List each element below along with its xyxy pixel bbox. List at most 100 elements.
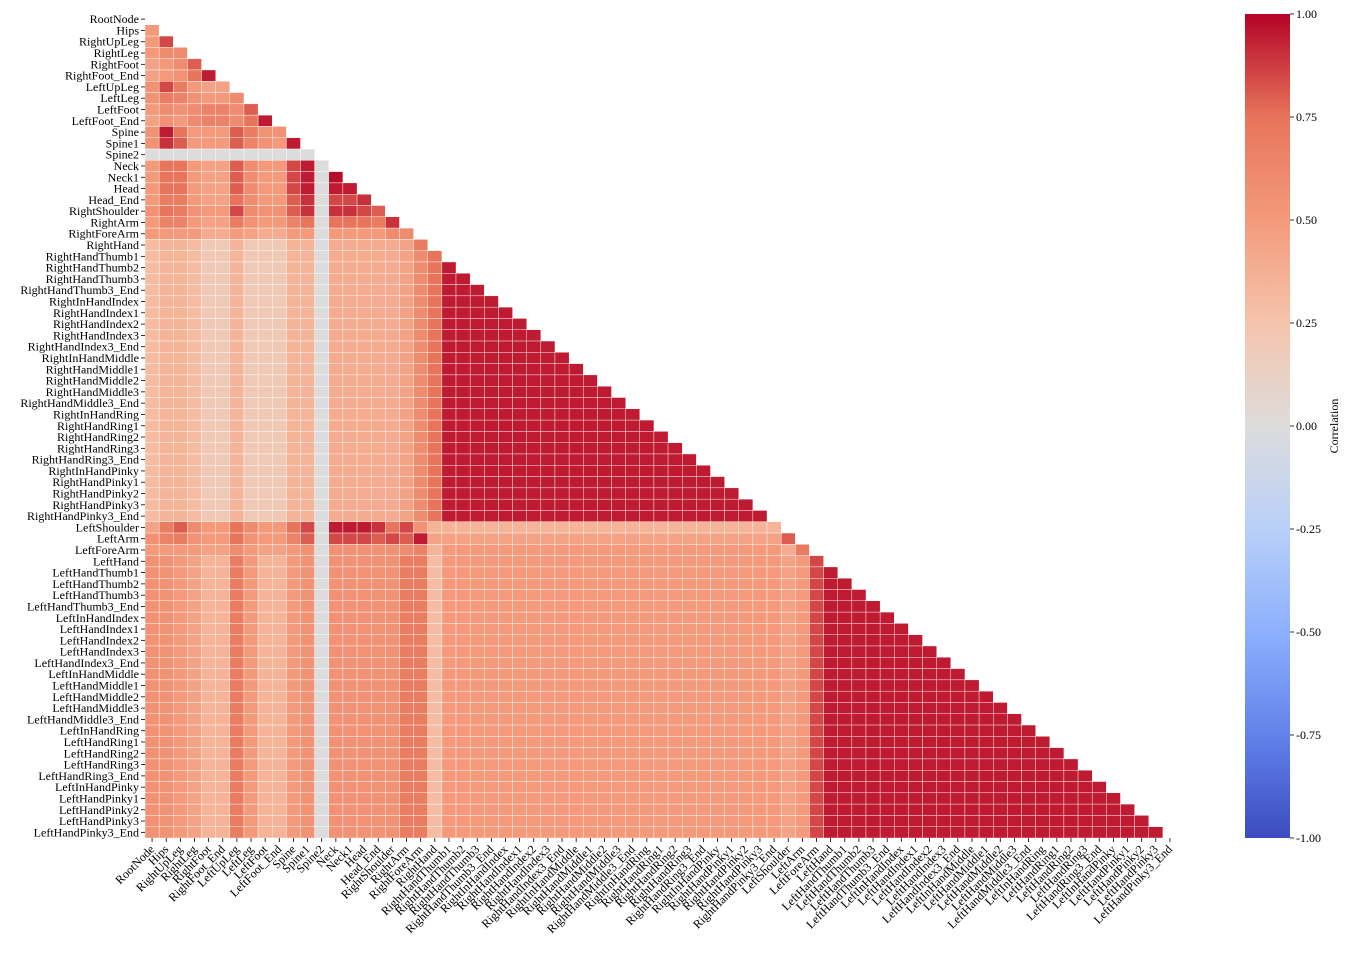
heatmap-cell xyxy=(795,724,810,737)
heatmap-cell xyxy=(272,419,287,432)
heatmap-cell xyxy=(1106,792,1121,805)
heatmap-cell xyxy=(399,724,414,737)
colorbar-tick-label: -0.25 xyxy=(1296,522,1321,536)
heatmap-cell xyxy=(795,713,810,726)
heatmap-cell xyxy=(427,442,443,455)
heatmap-cell xyxy=(879,679,895,692)
heatmap-cell xyxy=(795,623,810,635)
heatmap-cell xyxy=(724,611,739,624)
heatmap-cell xyxy=(399,397,414,410)
heatmap-cell xyxy=(469,374,485,387)
heatmap-cell xyxy=(215,566,231,579)
heatmap-cell xyxy=(314,284,329,297)
heatmap-cell xyxy=(682,724,697,737)
heatmap-cell xyxy=(158,182,174,195)
heatmap-cell xyxy=(385,668,400,681)
heatmap-cell xyxy=(427,781,443,794)
heatmap-cell xyxy=(229,363,245,376)
heatmap-cell xyxy=(498,510,513,522)
heatmap-cell xyxy=(314,747,329,760)
heatmap-cell xyxy=(752,781,768,794)
heatmap-cell xyxy=(993,781,1008,794)
heatmap-cell xyxy=(427,702,443,714)
heatmap-cell xyxy=(526,634,542,647)
heatmap-cell xyxy=(540,792,556,805)
heatmap-cell xyxy=(272,194,287,206)
heatmap-cell xyxy=(385,578,400,590)
heatmap-cell xyxy=(696,555,711,568)
heatmap-cell xyxy=(413,544,428,556)
heatmap-cell xyxy=(696,679,711,692)
heatmap-cell xyxy=(201,148,216,161)
heatmap-cell xyxy=(667,476,683,489)
heatmap-cell xyxy=(413,510,428,522)
heatmap-cell xyxy=(441,668,457,681)
heatmap-cell xyxy=(583,578,598,590)
heatmap-cell xyxy=(766,758,782,771)
heatmap-cell xyxy=(215,521,231,534)
heatmap-cell xyxy=(441,374,457,387)
heatmap-cell xyxy=(498,623,513,635)
y-tick-label: Hips xyxy=(116,23,139,37)
heatmap-cell xyxy=(653,600,669,613)
heatmap-cell xyxy=(498,465,513,477)
heatmap-cell xyxy=(257,126,273,138)
heatmap-cell xyxy=(682,510,697,522)
heatmap-cell xyxy=(201,69,216,82)
heatmap-cell xyxy=(314,532,329,545)
heatmap-cell xyxy=(512,408,527,421)
heatmap-cell xyxy=(611,702,626,714)
heatmap-cell xyxy=(696,803,711,816)
heatmap-cell xyxy=(837,747,853,760)
heatmap-cell xyxy=(229,92,245,105)
heatmap-cell xyxy=(583,702,598,714)
heatmap-cell xyxy=(823,770,838,782)
heatmap-cell xyxy=(526,657,542,669)
heatmap-cell xyxy=(568,487,584,500)
heatmap-cell xyxy=(908,657,923,669)
heatmap-cell xyxy=(158,532,174,545)
heatmap-cell xyxy=(512,487,527,500)
heatmap-cell xyxy=(484,578,499,590)
heatmap-cell xyxy=(738,611,754,624)
heatmap-cell xyxy=(286,171,301,184)
heatmap-cell xyxy=(964,792,980,805)
heatmap-cell xyxy=(144,148,160,161)
heatmap-cell xyxy=(370,645,386,658)
heatmap-cell xyxy=(710,476,725,489)
heatmap-cell xyxy=(625,657,640,669)
heatmap-cell xyxy=(158,600,174,613)
heatmap-cell xyxy=(682,544,697,556)
heatmap-cell xyxy=(682,623,697,635)
heatmap-cell xyxy=(385,363,400,376)
heatmap-cell xyxy=(399,431,414,443)
heatmap-cell xyxy=(936,690,952,703)
heatmap-cell xyxy=(201,442,216,455)
heatmap-cell xyxy=(370,442,386,455)
heatmap-cell xyxy=(370,397,386,410)
heatmap-cell xyxy=(441,611,457,624)
heatmap-cell xyxy=(625,736,640,748)
heatmap-cell xyxy=(144,58,160,71)
heatmap-cell xyxy=(144,47,160,59)
heatmap-cell xyxy=(328,442,344,455)
y-tick-label: LeftLeg xyxy=(100,91,139,105)
heatmap-cell xyxy=(922,770,937,782)
heatmap-cell xyxy=(879,623,895,635)
heatmap-cell xyxy=(399,408,414,421)
heatmap-cell xyxy=(257,645,273,658)
heatmap-cell xyxy=(370,273,386,285)
heatmap-cell xyxy=(568,566,584,579)
heatmap-cell xyxy=(682,657,697,669)
heatmap-cell xyxy=(993,770,1008,782)
y-tick-label: RightHandThumb3_End xyxy=(20,283,139,297)
heatmap-cell xyxy=(314,408,329,421)
heatmap-cell xyxy=(441,792,457,805)
heatmap-cell xyxy=(865,702,881,714)
heatmap-cell xyxy=(257,498,273,511)
heatmap-cell xyxy=(257,679,273,692)
heatmap-cell xyxy=(766,566,782,579)
heatmap-cell xyxy=(158,634,174,647)
heatmap-cell xyxy=(795,566,810,579)
heatmap-cell xyxy=(526,623,542,635)
